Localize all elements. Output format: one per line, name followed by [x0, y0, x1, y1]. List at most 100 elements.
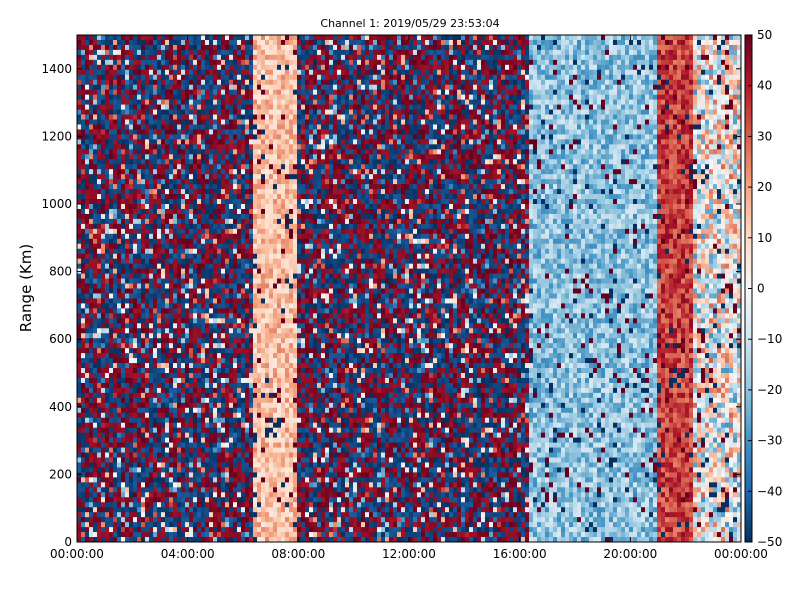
- heatmap-cell: [129, 269, 133, 274]
- heatmap-cell: [173, 120, 177, 125]
- heatmap-cell: [125, 338, 129, 343]
- heatmap-cell: [149, 303, 153, 308]
- heatmap-cell: [101, 65, 105, 70]
- heatmap-cell: [197, 164, 201, 169]
- heatmap-cell: [101, 209, 105, 214]
- heatmap-cell: [253, 487, 257, 492]
- heatmap-cell: [229, 55, 233, 60]
- heatmap-cell: [105, 393, 109, 398]
- heatmap-cell: [205, 189, 209, 194]
- heatmap-cell: [157, 289, 161, 294]
- heatmap-cell: [145, 348, 149, 353]
- heatmap-cell: [213, 497, 217, 502]
- heatmap-cell: [241, 403, 245, 408]
- heatmap-cell: [193, 45, 197, 50]
- heatmap-cell: [129, 209, 133, 214]
- heatmap-cell: [189, 492, 193, 497]
- heatmap-cell: [241, 298, 245, 303]
- heatmap-cell: [169, 110, 173, 115]
- heatmap-cell: [93, 353, 97, 358]
- heatmap-cell: [149, 522, 153, 527]
- heatmap-cell: [101, 472, 105, 477]
- heatmap-cell: [101, 482, 105, 487]
- heatmap-cell: [201, 50, 205, 55]
- heatmap-cell: [165, 149, 169, 154]
- heatmap-cell: [253, 462, 257, 467]
- heatmap-cell: [213, 512, 217, 517]
- heatmap-cell: [189, 532, 193, 537]
- heatmap-cell: [97, 512, 101, 517]
- heatmap-cell: [173, 264, 177, 269]
- heatmap-cell: [145, 353, 149, 358]
- heatmap-cell: [209, 522, 213, 527]
- heatmap-cell: [213, 403, 217, 408]
- heatmap-cell: [141, 60, 145, 65]
- heatmap-cell: [97, 105, 101, 110]
- heatmap-cell: [85, 323, 89, 328]
- heatmap-cell: [233, 204, 237, 209]
- heatmap-cell: [261, 85, 265, 90]
- heatmap-cell: [109, 438, 113, 443]
- heatmap-cell: [201, 507, 205, 512]
- heatmap-cell: [201, 264, 205, 269]
- heatmap-cell: [121, 90, 125, 95]
- heatmap-cell: [89, 204, 93, 209]
- heatmap-cell: [241, 209, 245, 214]
- heatmap-cell: [101, 343, 105, 348]
- heatmap-cell: [141, 70, 145, 75]
- heatmap-cell: [185, 303, 189, 308]
- heatmap-cell: [97, 403, 101, 408]
- heatmap-cell: [257, 522, 261, 527]
- heatmap-cell: [241, 224, 245, 229]
- heatmap-cell: [253, 80, 257, 85]
- heatmap-cell: [89, 378, 93, 383]
- heatmap-cell: [177, 378, 181, 383]
- heatmap-cell: [157, 90, 161, 95]
- heatmap-cell: [213, 144, 217, 149]
- heatmap-cell: [205, 139, 209, 144]
- heatmap-cell: [93, 234, 97, 239]
- heatmap-cell: [205, 55, 209, 60]
- heatmap-cell: [241, 462, 245, 467]
- heatmap-cell: [149, 75, 153, 80]
- heatmap-cell: [153, 289, 157, 294]
- heatmap-cell: [205, 219, 209, 224]
- heatmap-cell: [181, 194, 185, 199]
- heatmap-cell: [209, 90, 213, 95]
- heatmap-cell: [201, 95, 205, 100]
- heatmap-cell: [217, 55, 221, 60]
- heatmap-cell: [121, 383, 125, 388]
- heatmap-cell: [117, 134, 121, 139]
- heatmap-cell: [157, 144, 161, 149]
- heatmap-cell: [245, 55, 249, 60]
- heatmap-cell: [213, 85, 217, 90]
- heatmap-cell: [125, 388, 129, 393]
- heatmap-cell: [109, 129, 113, 134]
- heatmap-cell: [221, 224, 225, 229]
- heatmap-cell: [201, 194, 205, 199]
- heatmap-cell: [253, 497, 257, 502]
- heatmap-cell: [269, 338, 273, 343]
- heatmap-cell: [77, 244, 81, 249]
- heatmap-cell: [249, 433, 253, 438]
- heatmap-cell: [145, 467, 149, 472]
- heatmap-cell: [221, 209, 225, 214]
- heatmap-cell: [193, 85, 197, 90]
- heatmap-cell: [205, 408, 209, 413]
- heatmap-cell: [213, 462, 217, 467]
- heatmap-cell: [161, 274, 165, 279]
- heatmap-cell: [85, 219, 89, 224]
- heatmap-cell: [97, 229, 101, 234]
- heatmap-cell: [233, 70, 237, 75]
- heatmap-cell: [225, 194, 229, 199]
- heatmap-cell: [133, 154, 137, 159]
- heatmap-cell: [265, 368, 269, 373]
- heatmap-cell: [253, 214, 257, 219]
- heatmap-cell: [233, 512, 237, 517]
- heatmap-cell: [233, 487, 237, 492]
- heatmap-cell: [121, 249, 125, 254]
- heatmap-cell: [85, 383, 89, 388]
- heatmap-cell: [121, 194, 125, 199]
- heatmap-cell: [97, 418, 101, 423]
- heatmap-cell: [233, 199, 237, 204]
